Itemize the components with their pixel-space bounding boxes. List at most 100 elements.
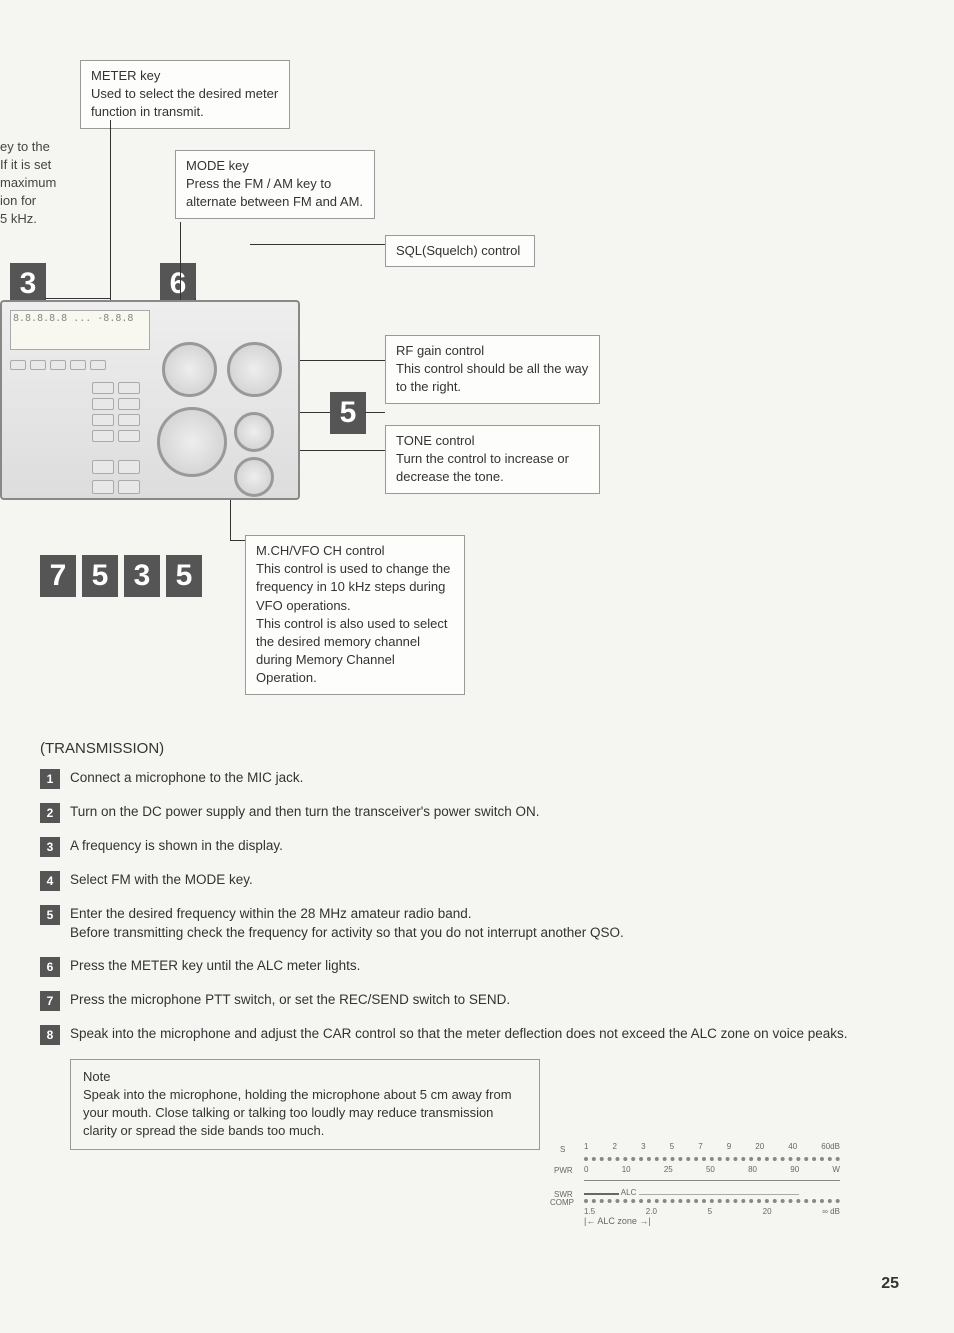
callout-title: SQL(Squelch) control xyxy=(396,242,524,260)
tick: 20 xyxy=(755,1142,764,1151)
tick: 25 xyxy=(664,1165,673,1174)
meter-diagram: S 1 2 3 5 7 9 20 40 60dB PWR 0 10 25 50 … xyxy=(560,1142,840,1212)
step-text: Connect a microphone to the MIC jack. xyxy=(70,769,303,788)
alc-label: ALC xyxy=(621,1188,637,1197)
radio-button-icon xyxy=(92,460,114,474)
tick: 2 xyxy=(613,1142,617,1151)
radio-button-icon xyxy=(92,398,114,410)
callout-title: M.CH/VFO CH control xyxy=(256,542,454,560)
radio-lcd: 8.8.8.8.8 ... -8.8.8 xyxy=(10,310,150,350)
section-heading: (TRANSMISSION) xyxy=(40,740,904,757)
step-text: Press the METER key until the ALC meter … xyxy=(70,957,360,976)
callout-mch-vfo: M.CH/VFO CH control This control is used… xyxy=(245,535,465,695)
cutoff-text: ey to the xyxy=(0,138,50,156)
badge-number: 3 xyxy=(10,263,46,305)
tick: 1.5 xyxy=(584,1207,595,1216)
callout-sql: SQL(Squelch) control xyxy=(385,235,535,267)
callout-line xyxy=(365,412,385,413)
step-item: 6 Press the METER key until the ALC mete… xyxy=(40,957,904,977)
badge-number: 5 xyxy=(330,392,366,434)
step-item: 3 A frequency is shown in the display. xyxy=(40,837,904,857)
note-title: Note xyxy=(83,1068,527,1086)
radio-button-icon xyxy=(92,414,114,426)
badge-row: 7 5 3 5 xyxy=(40,555,202,597)
knob-icon xyxy=(157,407,227,477)
callout-mode-key: MODE key Press the FM / AM key to altern… xyxy=(175,150,375,219)
tick: 60dB xyxy=(821,1142,840,1151)
step-number: 3 xyxy=(40,837,60,857)
callout-title: RF gain control xyxy=(396,342,589,360)
step-number: 7 xyxy=(40,991,60,1011)
note-box: Note Speak into the microphone, holding … xyxy=(70,1059,540,1150)
step-number: 6 xyxy=(40,957,60,977)
tick: 5 xyxy=(670,1142,674,1151)
knob-icon xyxy=(227,342,282,397)
transmission-section: (TRANSMISSION) 1 Connect a microphone to… xyxy=(40,740,904,1150)
alc-label-row: ALC xyxy=(584,1188,840,1197)
manual-page: ey to the If it is set maximum ion for 5… xyxy=(0,0,954,1333)
tick: W xyxy=(832,1165,840,1174)
tick: 1 xyxy=(584,1142,588,1151)
tick: 80 xyxy=(748,1165,757,1174)
alc-zone-label: |← ALC zone →| xyxy=(584,1216,840,1226)
meter-bar xyxy=(584,1180,840,1188)
badge-6: 6 xyxy=(160,263,196,305)
callout-body: Used to select the desired meter functio… xyxy=(91,85,279,121)
tick: 7 xyxy=(698,1142,702,1151)
step-text: Speak into the microphone and adjust the… xyxy=(70,1025,847,1044)
meter-bar xyxy=(584,1157,840,1165)
tick: 0 xyxy=(584,1165,588,1174)
callout-body: This control is used to change the frequ… xyxy=(256,560,454,615)
radio-button-icon xyxy=(30,360,46,370)
callout-body: Press the FM / AM key to alternate betwe… xyxy=(186,175,364,211)
callout-tone: TONE control Turn the control to increas… xyxy=(385,425,600,494)
step-item: 1 Connect a microphone to the MIC jack. xyxy=(40,769,904,789)
step-text: Enter the desired frequency within the 2… xyxy=(70,905,624,943)
radio-button-icon xyxy=(118,398,140,410)
cutoff-text: ion for xyxy=(0,192,36,210)
radio-button-icon xyxy=(118,460,140,474)
knob-icon xyxy=(162,342,217,397)
cutoff-text: 5 kHz. xyxy=(0,210,37,228)
callout-title: MODE key xyxy=(186,157,364,175)
radio-button-icon xyxy=(118,382,140,394)
radio-diagram: 8.8.8.8.8 ... -8.8.8 xyxy=(0,300,300,500)
meter-ticks: 0 10 25 50 80 90 W xyxy=(584,1165,840,1174)
callout-title: TONE control xyxy=(396,432,589,450)
cutoff-text: If it is set xyxy=(0,156,51,174)
badge-number: 5 xyxy=(82,555,118,597)
tick: 20 xyxy=(763,1207,772,1216)
meter-bar xyxy=(584,1199,840,1207)
meter-ticks: 1 2 3 5 7 9 20 40 60dB xyxy=(584,1142,840,1151)
meter-label: COMP xyxy=(550,1198,574,1207)
radio-button-icon xyxy=(90,360,106,370)
step-item: 8 Speak into the microphone and adjust t… xyxy=(40,1025,904,1045)
tick: 5 xyxy=(708,1207,712,1216)
tick: 3 xyxy=(641,1142,645,1151)
step-item: 4 Select FM with the MODE key. xyxy=(40,871,904,891)
radio-button-icon xyxy=(50,360,66,370)
meter-label: PWR xyxy=(554,1166,573,1175)
step-text: Turn on the DC power supply and then tur… xyxy=(70,803,540,822)
note-body: Speak into the microphone, holding the m… xyxy=(83,1086,527,1141)
tick: 90 xyxy=(790,1165,799,1174)
radio-button-icon xyxy=(70,360,86,370)
meter-label: S xyxy=(560,1145,565,1154)
step-number: 2 xyxy=(40,803,60,823)
radio-button-icon xyxy=(92,480,114,494)
radio-button-icon xyxy=(92,430,114,442)
callout-body: Turn the control to increase or decrease… xyxy=(396,450,589,486)
step-text: Select FM with the MODE key. xyxy=(70,871,253,890)
callout-rf-gain: RF gain control This control should be a… xyxy=(385,335,600,404)
callout-body: This control is also used to select the … xyxy=(256,615,454,688)
badge-5: 5 xyxy=(330,392,366,434)
meter-ticks: 1.5 2.0 5 20 ∞ dB xyxy=(584,1207,840,1216)
cutoff-text: maximum xyxy=(0,174,56,192)
badge-number: 5 xyxy=(166,555,202,597)
tick: 2.0 xyxy=(646,1207,657,1216)
radio-button-icon xyxy=(118,414,140,426)
radio-button-icon xyxy=(92,382,114,394)
callout-body: This control should be all the way to th… xyxy=(396,360,589,396)
tick: ∞ dB xyxy=(822,1207,840,1216)
callout-line xyxy=(230,500,231,540)
